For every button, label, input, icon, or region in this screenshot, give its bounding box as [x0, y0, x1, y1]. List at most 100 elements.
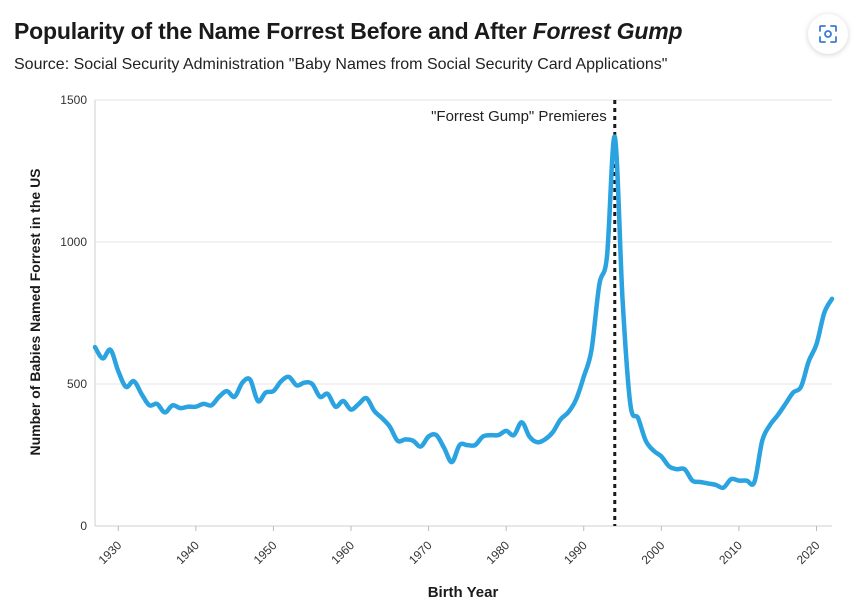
- data-point: [93, 345, 97, 349]
- data-point: [621, 297, 625, 301]
- data-point: [481, 435, 485, 439]
- x-tick-label: 1950: [251, 538, 280, 567]
- chart-title-italic: Forrest Gump: [532, 18, 683, 44]
- data-point: [403, 437, 407, 441]
- data-point: [745, 479, 749, 483]
- data-point: [815, 342, 819, 346]
- x-tick-label: 1940: [173, 538, 202, 567]
- data-point: [233, 395, 237, 399]
- x-tick-label: 2000: [639, 538, 668, 567]
- premiere-marker: "Forrest Gump" Premieres: [431, 100, 617, 526]
- data-point: [566, 410, 570, 414]
- axes: 0 500 1000 1500 1930 1940 1950 1960 1970 1980 1990…: [60, 93, 832, 567]
- data-point: [434, 433, 438, 437]
- data-point: [442, 446, 446, 450]
- data-point: [365, 396, 369, 400]
- chart-subtitle: Source: Social Security Administration "…: [14, 56, 668, 73]
- data-point: [776, 413, 780, 417]
- data-point: [559, 418, 563, 422]
- data-point: [264, 391, 268, 395]
- data-point: [287, 375, 291, 379]
- data-point: [675, 467, 679, 471]
- data-point: [644, 439, 648, 443]
- data-point: [240, 381, 244, 385]
- data-point: [303, 381, 307, 385]
- data-point: [527, 435, 531, 439]
- y-tick-label: 0: [80, 519, 87, 533]
- data-point: [140, 392, 144, 396]
- data-point: [683, 467, 687, 471]
- data-point: [310, 382, 314, 386]
- data-point: [171, 403, 175, 407]
- data-point: [202, 402, 206, 406]
- x-axis-title: Birth Year: [428, 584, 499, 601]
- data-point: [496, 433, 500, 437]
- x-tick-label: 1960: [328, 538, 357, 567]
- data-point: [318, 395, 322, 399]
- data-point: [698, 480, 702, 484]
- data-point: [209, 403, 213, 407]
- x-tick-label: 1970: [406, 538, 435, 567]
- data-point: [822, 311, 826, 315]
- data-point: [667, 464, 671, 468]
- x-tick-label: 1930: [96, 538, 125, 567]
- y-tick-label: 500: [67, 377, 87, 391]
- data-point: [760, 439, 764, 443]
- data-point: [721, 486, 725, 490]
- data-point: [465, 443, 469, 447]
- data-point: [473, 443, 477, 447]
- data-point: [256, 399, 260, 403]
- data-point: [605, 254, 609, 258]
- data-point: [799, 385, 803, 389]
- data-point: [147, 403, 151, 407]
- data-point: [109, 348, 113, 352]
- data-point: [543, 437, 547, 441]
- x-tick-label: 1980: [484, 538, 513, 567]
- data-point: [489, 433, 493, 437]
- data-point: [535, 440, 539, 444]
- data-point: [411, 439, 415, 443]
- y-tick-label: 1500: [60, 93, 87, 107]
- data-point: [155, 402, 159, 406]
- data-point: [163, 410, 167, 414]
- data-point: [124, 385, 128, 389]
- expand-icon: [819, 25, 837, 43]
- data-point: [714, 483, 718, 487]
- x-tick-label: 2020: [794, 538, 823, 567]
- data-point: [590, 348, 594, 352]
- data-point: [807, 359, 811, 363]
- data-point: [659, 454, 663, 458]
- data-point: [784, 402, 788, 406]
- premiere-label: "Forrest Gump" Premieres: [431, 108, 607, 125]
- data-point: [372, 409, 376, 413]
- data-point: [737, 479, 741, 483]
- data-point: [388, 425, 392, 429]
- data-point: [349, 408, 353, 412]
- data-point: [551, 430, 555, 434]
- data-point: [636, 416, 640, 420]
- data-point: [396, 439, 400, 443]
- data-point: [504, 429, 508, 433]
- data-point: [178, 406, 182, 410]
- data-point: [512, 433, 516, 437]
- series-line: [92, 134, 835, 491]
- data-point: [326, 392, 330, 396]
- data-point: [380, 416, 384, 420]
- y-axis-title: Number of Babies Named Forrest in the US: [27, 168, 43, 455]
- data-point: [450, 460, 454, 464]
- data-point: [279, 379, 283, 383]
- data-point: [271, 389, 275, 393]
- data-point: [419, 445, 423, 449]
- data-point: [574, 398, 578, 402]
- expand-button[interactable]: [808, 14, 848, 54]
- data-point: [652, 449, 656, 453]
- gridlines: [95, 99, 832, 385]
- data-point: [791, 391, 795, 395]
- data-point: [116, 369, 120, 373]
- data-point: [597, 283, 601, 287]
- data-point: [132, 379, 136, 383]
- data-point: [334, 405, 338, 409]
- data-point: [341, 399, 345, 403]
- data-point: [186, 405, 190, 409]
